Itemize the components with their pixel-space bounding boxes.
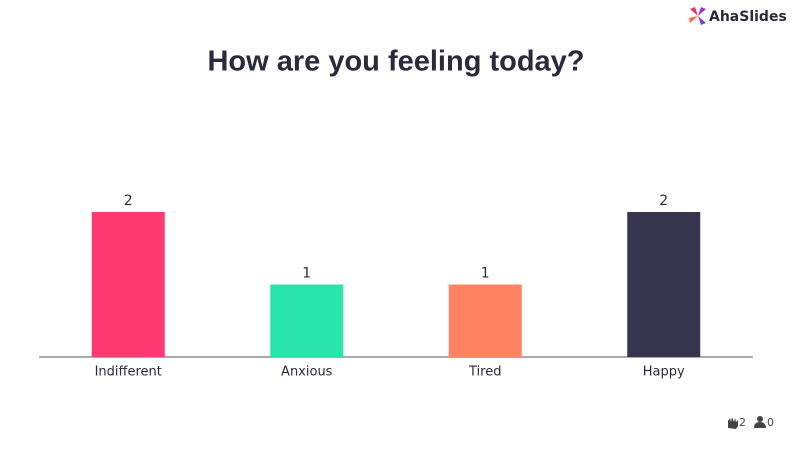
logo-icon [689,7,706,25]
bar [270,284,344,357]
participant-count: 0 [767,416,774,429]
chart-title: How are you feeling today? [207,46,584,78]
value-label: 2 [124,193,133,209]
value-label: 1 [302,266,311,282]
value-label: 2 [659,193,668,209]
x-tick-label: Tired [468,365,501,380]
brand: AhaSlides [709,9,787,25]
x-tick-label: Anxious [281,365,333,380]
bar [91,212,165,357]
bar [627,212,701,357]
x-tick-label: Happy [643,365,685,380]
x-tick-label: Indifferent [95,365,162,380]
participant-icon [754,416,766,428]
value-label: 1 [481,266,490,282]
bar [448,284,522,357]
reaction-icon [728,417,738,429]
reaction-count: 2 [739,416,746,429]
